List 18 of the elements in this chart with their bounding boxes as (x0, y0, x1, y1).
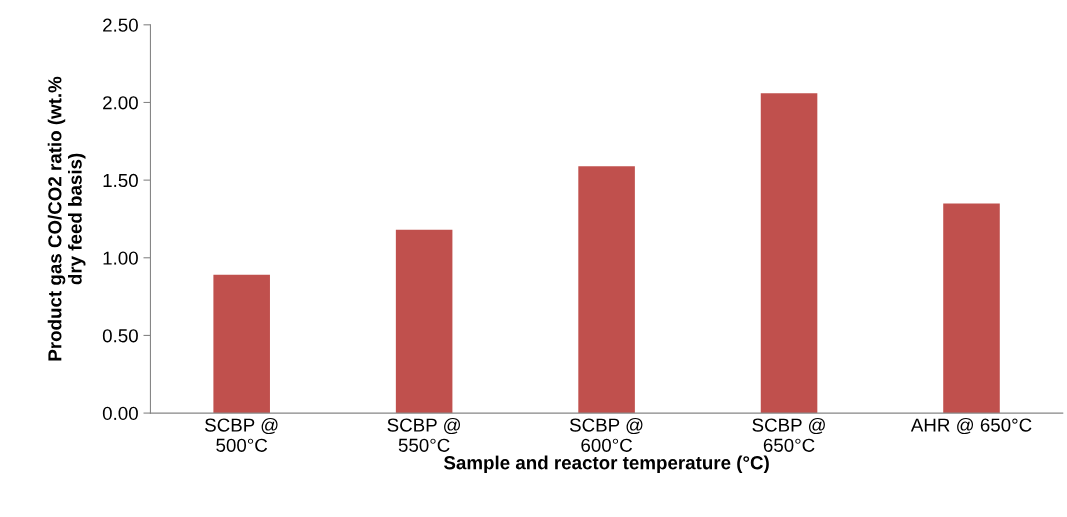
bar (395, 229, 453, 414)
bar (943, 203, 1000, 414)
x-tick-label: SCBP @ 650°C (752, 417, 825, 452)
x-tick-label: SCBP @ 500°C (205, 417, 278, 452)
y-tick-label: 0.00 (102, 406, 138, 421)
x-tick-label: SCBP @ 550°C (387, 417, 460, 452)
x-tick-label: SCBP @ 600°C (569, 417, 643, 452)
bar (213, 274, 270, 414)
x-tick-label: AHR @ 650°C (910, 417, 1032, 435)
y-tick-label: 1.00 (103, 251, 138, 265)
y-tick-label: 0.50 (102, 329, 138, 343)
y-tick-label: 2.50 (103, 18, 138, 32)
bar (760, 93, 818, 414)
y-tick-label: 1.50 (103, 173, 138, 188)
bar (578, 166, 635, 414)
y-tick-label: 2.00 (103, 96, 138, 110)
y-axis-title: Product gas CO/CO2 ratio (wt.% dry feed basis) (47, 76, 86, 361)
x-axis-title: Sample and reactor temperature (°C) (443, 455, 769, 474)
